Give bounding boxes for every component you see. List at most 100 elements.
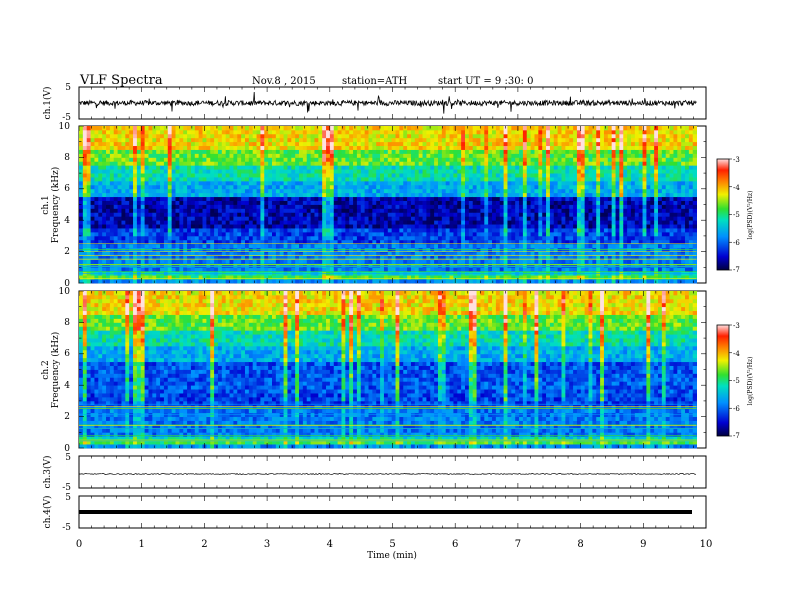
spectrogram-cell [461,220,466,225]
spectrogram-cell [106,255,111,260]
spectrogram-cell [183,180,188,186]
spectrogram-cell [291,243,296,249]
spectrogram-cell [488,231,493,237]
spectrogram-cell [121,243,126,249]
spectrogram-cell [194,259,200,264]
spectrogram-cell [279,251,284,256]
spectrogram-cell [337,263,342,268]
spectrogram-cell [94,267,99,272]
spectrogram-cell [349,279,354,284]
spectrogram-cell [314,165,319,170]
spectrogram-cell [488,184,493,190]
spectrogram-cell [160,251,165,256]
spectrogram-cell [210,243,215,249]
spectrogram-cell [538,153,543,158]
spectrogram-cell [437,196,443,201]
spectrogram-cell [113,220,118,225]
spectrogram-cell [480,149,485,154]
spectrogram-cell [391,180,396,186]
spectrogram-cell [86,126,91,131]
spectrogram-cell [465,153,470,158]
spectrogram-cell [511,200,516,205]
spectrogram-cell [526,267,532,272]
spectrogram-cell [422,243,427,249]
spectrogram-cell [453,239,458,245]
spectrogram-cell [183,177,188,182]
spectrogram-cell [306,275,311,280]
spectrogram-cell [187,165,192,170]
spectrogram-cell [407,208,412,213]
spectrogram-cell [229,231,234,237]
spectrogram-cell [156,259,161,264]
spectrogram-cell [488,161,493,166]
spectrogram-cell [117,204,122,209]
spectrogram-cell [244,220,250,225]
spectrogram-cell [167,145,173,150]
spectrogram-cell [310,133,315,139]
spectrogram-cell [341,161,346,166]
spectrogram-cell [152,231,157,237]
spectrogram-cell [495,188,501,194]
spectrogram-cell [225,259,230,264]
spectrogram-cell [202,275,207,280]
spectrogram-cell [492,133,497,139]
spectrogram-cell [94,133,99,139]
spectrogram-cell [148,149,153,154]
spectrogram-cell [499,188,504,194]
spectrogram-cell [283,153,288,158]
spectrogram-cell [125,129,130,135]
spectrogram-cell [94,263,99,268]
spectrogram-cell [445,208,450,213]
spectrogram-cell [237,173,242,178]
spectrogram-cell [376,169,381,174]
spectrogram-cell [148,263,153,268]
spectrogram-cell [283,133,288,139]
spectrogram-cell [86,267,91,272]
spectrogram-cell [461,126,466,131]
spectrogram-cell [252,173,257,178]
spectrogram-cell [480,137,485,143]
spectrogram-cell [121,259,126,264]
spectrogram-cell [194,279,200,284]
spectrogram-cell [526,196,532,201]
spectrogram-cell [206,224,211,229]
spectrogram-cell [129,196,134,201]
spectrogram-cell [190,126,196,131]
spectrogram-cell [260,173,265,178]
spectrogram-cell [345,228,350,233]
spectrogram-cell [468,200,474,205]
spectrogram-cell [275,235,281,241]
spectrogram-cell [418,263,423,268]
spectrogram-cell [183,165,188,170]
spectrogram-cell [387,239,393,245]
spectrogram-cell [156,200,161,205]
spectrogram-cell [106,165,111,170]
spectrogram-cell [140,263,146,268]
spectrogram-cell [360,243,366,249]
spectrogram-cell [190,239,196,245]
spectrogram-cell [306,126,311,131]
spectrogram-cell [175,141,180,147]
spectrogram-cell [457,161,462,166]
spectrogram-cell [94,196,99,201]
spectrogram-cell [163,157,169,162]
spectrogram-cell [391,161,396,166]
spectrogram-cell [117,251,122,256]
spectrogram-cell [248,263,254,268]
spectrogram-cell [515,180,520,186]
spectrogram-cell [515,263,520,268]
spectrogram-cell [206,129,211,135]
spectrogram-cell [461,145,466,150]
spectrogram-cell [333,129,339,135]
spectrogram-cell [395,208,400,213]
spectrogram-cell [98,141,103,147]
spectrogram-cell [163,263,169,268]
spectrogram-cell [175,208,180,213]
spectrogram-cell [214,188,219,194]
spectrogram-cell [519,157,524,162]
spectrogram-cell [214,153,219,158]
spectrogram-cell [175,173,180,178]
spectrogram-cell [499,200,504,205]
spectrogram-cell [260,161,265,166]
spectrogram-cell [418,239,423,245]
